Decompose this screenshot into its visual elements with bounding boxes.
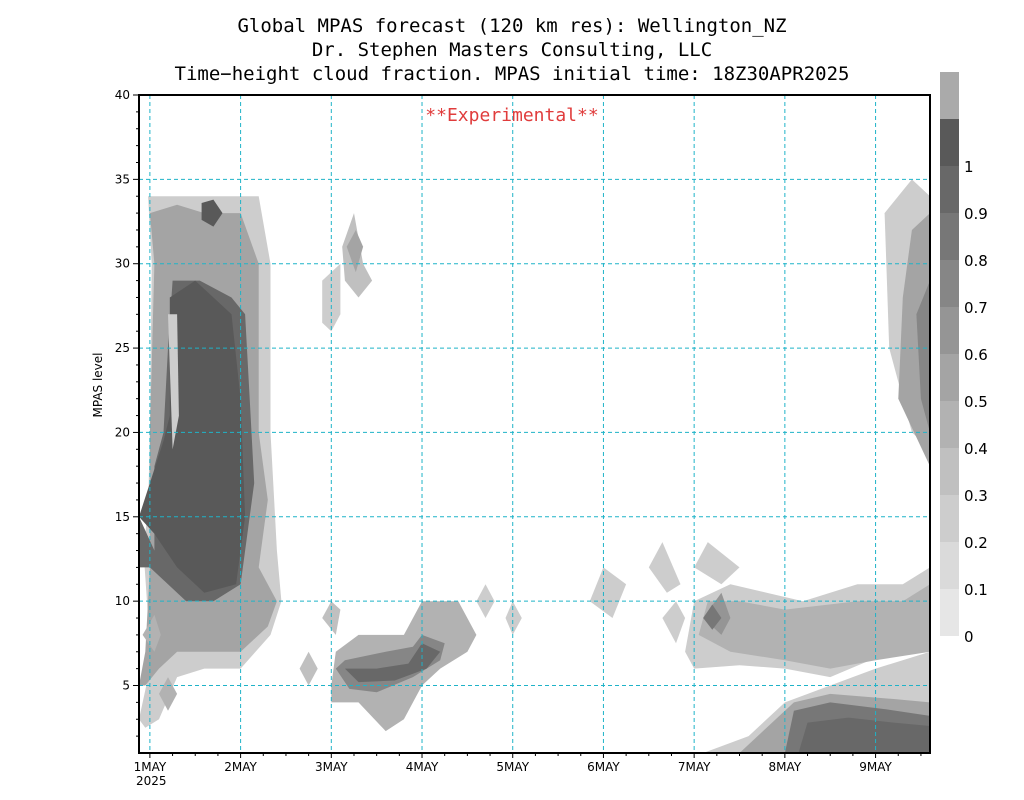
colorbar-swatch-9 xyxy=(940,166,959,213)
colorbar-swatch-4 xyxy=(940,401,959,448)
cloud-region-11 xyxy=(346,230,364,273)
y-tick-label-0: 5 xyxy=(122,679,130,693)
cloud-region-19 xyxy=(648,542,681,593)
colorbar-label-7: 0.7 xyxy=(964,299,988,317)
colorbar-swatch-2 xyxy=(940,495,959,542)
chart-title-line-1: Global MPAS forecast (120 km res): Welli… xyxy=(237,15,786,37)
y-tick-label-5: 30 xyxy=(115,257,130,271)
colorbar-swatch-7 xyxy=(940,260,959,307)
experimental-label: **Experimental** xyxy=(425,105,598,126)
cloud-region-23 xyxy=(698,584,930,669)
cloud-fraction-fills xyxy=(139,179,930,753)
colorbar-label-5: 0.5 xyxy=(964,393,988,411)
colorbar-swatch-8 xyxy=(940,213,959,260)
colorbar-label-6: 0.6 xyxy=(964,346,988,364)
colorbar-label-3: 0.3 xyxy=(964,487,988,505)
cloud-region-18 xyxy=(589,567,627,618)
colorbar: 0 0.1 0.2 0.3 0.4 0.5 0.6 0.7 0.8 0.9 1 xyxy=(940,72,988,646)
colorbar-label-9: 0.9 xyxy=(964,205,988,223)
colorbar-label-4: 0.4 xyxy=(964,440,988,458)
y-tick-label-3: 20 xyxy=(115,425,130,439)
x-tick-label-5: 6MAY xyxy=(587,760,620,774)
cloud-region-25 xyxy=(703,604,722,630)
cloud-region-21 xyxy=(662,601,686,644)
chart-title-line-2: Dr. Stephen Masters Consulting, LLC xyxy=(312,39,712,61)
y-tick-label-1: 10 xyxy=(115,594,130,608)
cloud-region-9 xyxy=(322,263,341,332)
colorbar-label-2: 0.2 xyxy=(964,534,988,552)
y-tick-label-4: 25 xyxy=(115,341,130,355)
x-axis-year-label: 2025 xyxy=(136,774,167,788)
x-tick-label-8: 9MAY xyxy=(859,760,892,774)
x-tick-label-1: 2MAY xyxy=(224,760,257,774)
colorbar-label-8: 0.8 xyxy=(964,252,988,270)
y-tick-label-2: 15 xyxy=(115,510,130,524)
cloud-region-20 xyxy=(694,542,740,585)
y-axis-ticks: 5 10 15 20 25 30 35 40 xyxy=(115,88,139,737)
x-tick-label-6: 7MAY xyxy=(678,760,711,774)
cloud-region-17 xyxy=(505,601,522,635)
y-axis-label: MPAS level xyxy=(91,353,105,418)
colorbar-swatch-11 xyxy=(940,72,959,119)
y-tick-label-7: 40 xyxy=(115,88,130,102)
cloud-region-6 xyxy=(142,614,161,652)
colorbar-swatch-3 xyxy=(940,448,959,495)
cloud-region-32 xyxy=(916,280,930,433)
cloud-region-8 xyxy=(299,651,318,686)
colorbar-swatch-1 xyxy=(940,542,959,589)
x-tick-label-2: 3MAY xyxy=(315,760,348,774)
cloud-region-3 xyxy=(139,280,246,593)
colorbar-swatch-10 xyxy=(940,119,959,166)
colorbar-label-1: 0.1 xyxy=(964,581,988,599)
colorbar-swatch-0 xyxy=(940,589,959,636)
cloud-region-4 xyxy=(201,199,223,227)
colorbar-label-10: 1 xyxy=(964,158,974,176)
chart-title-line-3: Time−height cloud fraction. MPAS initial… xyxy=(175,63,850,85)
x-tick-label-0: 1MAY xyxy=(134,760,167,774)
x-tick-label-4: 5MAY xyxy=(496,760,529,774)
y-tick-label-6: 35 xyxy=(115,172,130,186)
x-axis-ticks: 1MAY 2MAY 3MAY 4MAY 5MAY 6MAY 7MAY 8MAY 9MAY xyxy=(134,753,922,774)
plot-frame xyxy=(138,94,931,754)
colorbar-label-0: 0 xyxy=(964,628,974,646)
cloud-region-29 xyxy=(798,717,930,753)
colorbar-swatch-6 xyxy=(940,307,959,354)
chart-titles: Global MPAS forecast (120 km res): Welli… xyxy=(175,15,850,85)
grid-lines xyxy=(139,95,930,753)
x-tick-label-3: 4MAY xyxy=(406,760,439,774)
cloud-region-15 xyxy=(344,643,441,683)
cloud-region-12 xyxy=(322,601,341,635)
x-tick-label-7: 8MAY xyxy=(769,760,802,774)
colorbar-swatch-5 xyxy=(940,354,959,401)
